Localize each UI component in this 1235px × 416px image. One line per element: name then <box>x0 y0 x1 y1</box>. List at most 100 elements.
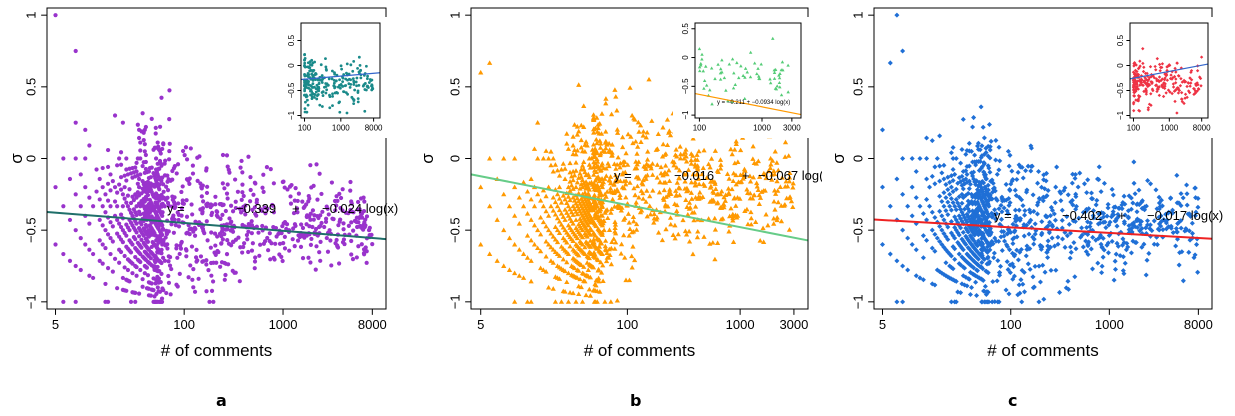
chart-a-point <box>355 199 361 205</box>
chart-a-point <box>262 239 268 244</box>
chart-b-point <box>627 226 633 232</box>
chart-b-point <box>627 180 633 185</box>
chart-a-point <box>124 233 129 238</box>
chart-c-point <box>975 207 981 213</box>
chart-c-point <box>1029 163 1035 169</box>
chart-b-axes: 5 100 1000 3000−1−0.500.51 <box>447 7 809 332</box>
chart-a-point <box>87 247 92 252</box>
chart-c-point <box>983 291 989 298</box>
chart-b-point <box>599 229 605 235</box>
chart-a-point <box>166 157 172 162</box>
chart-a-inset-point <box>304 100 307 104</box>
chart-a-point <box>164 290 169 296</box>
chart-c-point <box>1039 184 1045 190</box>
chart-a-point <box>91 275 96 281</box>
chart-b-point <box>600 278 606 283</box>
chart-c-inset-point <box>1185 84 1189 89</box>
chart-a-point <box>160 255 166 260</box>
chart-a-point <box>284 222 290 227</box>
chart-c-x-axis-label: # of comments <box>987 341 1099 360</box>
chart-b-point <box>630 214 637 220</box>
chart-b-point <box>634 151 640 156</box>
chart-b-point <box>614 297 620 303</box>
chart-b-x-axis-label: # of comments <box>584 341 696 360</box>
chart-b-point <box>592 252 598 257</box>
chart-b-point <box>603 258 610 264</box>
chart-b-point <box>674 180 680 185</box>
chart-c-fit-label-part: y = <box>994 208 1012 223</box>
chart-a-point <box>190 212 195 217</box>
chart-c-point <box>1168 195 1174 201</box>
chart-a-point <box>324 235 329 241</box>
chart-c-point <box>1113 251 1119 257</box>
chart-a-x-axis-label: # of comments <box>161 341 273 360</box>
chart-a-point <box>211 299 216 304</box>
chart-b-point <box>531 203 538 209</box>
chart-c-point <box>1114 240 1120 246</box>
chart-a-point <box>225 182 230 187</box>
chart-c-point <box>979 254 985 260</box>
chart-b-point <box>670 232 676 237</box>
chart-a-point <box>227 216 232 221</box>
chart-c-point <box>1034 202 1040 208</box>
chart-a-inset-point <box>363 82 367 85</box>
chart-b-point <box>631 115 637 121</box>
chart-c-point <box>984 261 990 267</box>
chart-b-point <box>564 200 570 205</box>
chart-a-point <box>300 256 306 261</box>
chart-b-point <box>643 176 649 181</box>
chart-a-point <box>157 182 162 187</box>
chart-b-point <box>661 171 667 177</box>
chart-c-inset-y-tick-label: 0.5 <box>1116 34 1125 46</box>
chart-b-point <box>778 203 784 208</box>
chart-b-point <box>748 215 754 221</box>
chart-b-point <box>576 291 582 297</box>
chart-b-y-tick-label: −0.5 <box>447 217 462 243</box>
chart-a-point <box>164 231 169 237</box>
chart-a-point <box>103 210 108 215</box>
chart-b-point <box>599 184 606 190</box>
chart-b-point <box>591 249 597 255</box>
chart-a-point <box>315 197 320 202</box>
chart-b-point <box>737 147 744 153</box>
chart-c-point <box>1146 250 1152 256</box>
chart-c-point <box>1130 200 1136 206</box>
chart-b-point <box>520 203 527 209</box>
chart-c-point <box>909 184 915 190</box>
chart-c-point <box>1073 191 1079 197</box>
chart-a-point <box>162 161 167 166</box>
chart-c-point <box>1187 213 1194 219</box>
chart-b-point <box>763 211 769 217</box>
chart-b-inset-point <box>772 76 777 80</box>
chart-c-inset-point <box>1187 90 1192 95</box>
chart-c-point <box>1013 218 1019 224</box>
chart-c-point <box>905 235 911 241</box>
chart-c-point <box>1047 245 1053 251</box>
chart-c-point <box>989 177 995 183</box>
chart-a-point <box>108 204 113 209</box>
chart-b-point <box>543 269 549 274</box>
chart-c-point <box>959 147 965 153</box>
chart-b-point <box>634 221 640 227</box>
chart-b-point <box>608 210 614 215</box>
chart-c-point <box>1015 257 1021 263</box>
chart-b-point <box>617 160 623 166</box>
chart-a-point <box>249 223 255 228</box>
chart-a-point <box>252 266 257 271</box>
chart-b-point <box>581 264 587 269</box>
chart-a-point <box>127 187 132 192</box>
chart-a-point <box>250 241 255 246</box>
chart-c-point <box>1126 193 1132 199</box>
chart-c-point <box>1119 206 1125 212</box>
chart-b-inset-point <box>700 57 704 61</box>
chart-c-y-tick-label: −0.5 <box>850 217 865 243</box>
chart-b-point <box>520 251 527 257</box>
chart-c-point <box>941 190 947 196</box>
chart-c-point <box>1019 299 1025 305</box>
chart-c-point <box>920 255 926 261</box>
chart-c-point <box>982 214 988 220</box>
chart-c-point <box>971 210 977 216</box>
chart-c-point <box>1099 263 1105 269</box>
chart-b-point <box>618 241 625 247</box>
chart-b-inset-point <box>726 99 730 103</box>
